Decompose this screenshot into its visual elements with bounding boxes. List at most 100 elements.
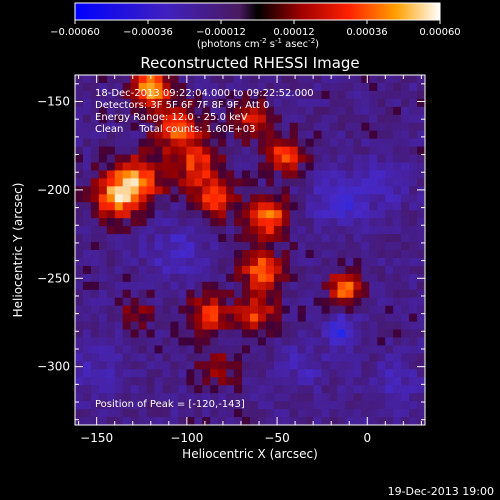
heatmap-cell	[82, 393, 92, 402]
heatmap-cell	[130, 210, 140, 219]
heatmap-cell	[369, 90, 378, 100]
heatmap-cell	[186, 226, 195, 235]
heatmap-cell	[393, 178, 402, 187]
heatmap-cell	[202, 75, 211, 84]
heatmap-cell	[337, 281, 346, 291]
heatmap-cell	[353, 75, 362, 84]
heatmap-cell	[98, 210, 108, 219]
heatmap-cell	[98, 377, 108, 386]
heatmap-cell	[186, 353, 195, 362]
heatmap-cell	[281, 90, 291, 100]
heatmap-cell	[138, 250, 147, 259]
heatmap-cell	[297, 273, 307, 283]
heatmap-cell	[242, 146, 251, 155]
heatmap-cell	[377, 377, 386, 386]
heatmap-cell	[281, 242, 291, 251]
heatmap-cell	[138, 98, 147, 108]
heatmap-cell	[313, 321, 322, 330]
heatmap-cell	[202, 242, 211, 251]
heatmap-cell	[345, 218, 354, 227]
heatmap-cell	[257, 154, 267, 163]
heatmap-cell	[218, 234, 227, 243]
heatmap-cell	[210, 242, 219, 251]
heatmap-cell	[393, 305, 402, 315]
heatmap-cell	[409, 106, 418, 116]
heatmap-cell	[122, 369, 132, 378]
heatmap-cell	[377, 250, 386, 259]
heatmap-cell	[130, 369, 140, 378]
heatmap-cell	[186, 242, 195, 251]
heatmap-cell	[250, 114, 259, 124]
heatmap-cell	[337, 162, 346, 171]
heatmap-cell	[305, 130, 315, 140]
heatmap-cell	[393, 146, 402, 155]
heatmap-cell	[361, 417, 370, 426]
heatmap-cell	[90, 226, 100, 235]
heatmap-cell	[393, 385, 402, 394]
heatmap-cell	[297, 154, 307, 163]
heatmap-cell	[337, 82, 346, 92]
heatmap-cell	[154, 393, 163, 402]
heatmap-cell	[122, 98, 132, 108]
heatmap-cell	[361, 170, 370, 179]
heatmap-cell	[146, 242, 155, 251]
heatmap-cell	[401, 377, 410, 386]
heatmap-cell	[385, 369, 394, 378]
heatmap-cell	[194, 106, 203, 116]
heatmap-cell	[122, 250, 132, 259]
heatmap-cell	[417, 329, 426, 338]
heatmap-cell	[218, 385, 227, 394]
heatmap-cell	[401, 242, 410, 251]
heatmap-cell	[226, 265, 235, 275]
heatmap-cell	[289, 305, 299, 315]
heatmap-cell	[75, 194, 84, 203]
heatmap-cell	[289, 226, 299, 235]
heatmap-cell	[146, 186, 155, 195]
heatmap-cell	[138, 345, 147, 354]
heatmap-cell	[210, 186, 219, 195]
heatmap-cell	[202, 250, 211, 259]
heatmap-cell	[337, 130, 346, 140]
heatmap-cell	[178, 321, 187, 330]
heatmap-cell	[178, 210, 187, 219]
heatmap-cell	[90, 401, 100, 410]
heatmap-cell	[138, 297, 147, 307]
heatmap-cell	[250, 345, 259, 354]
heatmap-cell	[226, 210, 235, 219]
heatmap-cell	[210, 393, 219, 402]
heatmap-cell	[122, 289, 132, 299]
heatmap-cell	[401, 289, 410, 299]
heatmap-cell	[369, 385, 378, 394]
heatmap-cell	[409, 202, 418, 211]
heatmap-cell	[369, 138, 378, 147]
heatmap-cell	[122, 417, 132, 426]
heatmap-cell	[170, 178, 179, 187]
heatmap-cell	[409, 226, 418, 235]
heatmap-cell	[75, 178, 84, 187]
heatmap-cell	[154, 417, 163, 426]
heatmap-cell	[385, 98, 394, 108]
heatmap-cell	[377, 242, 386, 251]
heatmap-cell	[401, 210, 410, 219]
heatmap-cell	[75, 186, 84, 195]
heatmap-cell	[329, 122, 338, 132]
heatmap-cell	[297, 98, 307, 108]
heatmap-cell	[234, 138, 243, 147]
heatmap-cell	[273, 226, 283, 235]
heatmap-cell	[242, 194, 251, 203]
heatmap-cell	[98, 361, 108, 370]
heatmap-cell	[305, 242, 315, 251]
heatmap-cell	[82, 226, 92, 235]
heatmap-cell	[242, 106, 251, 116]
heatmap-cell	[210, 75, 219, 84]
heatmap-cell	[122, 297, 132, 307]
heatmap-cell	[289, 289, 299, 299]
heatmap-cell	[257, 170, 267, 179]
heatmap-cell	[75, 130, 84, 140]
heatmap-cell	[154, 361, 163, 370]
heatmap-cell	[257, 313, 267, 322]
heatmap-cell	[90, 218, 100, 227]
heatmap-cell	[210, 369, 219, 378]
heatmap-cell	[138, 218, 147, 227]
heatmap-cell	[186, 313, 195, 322]
